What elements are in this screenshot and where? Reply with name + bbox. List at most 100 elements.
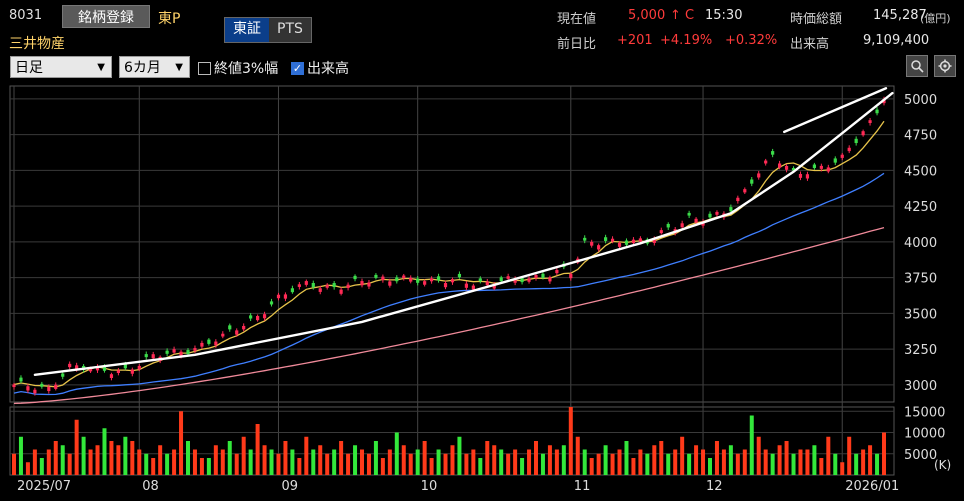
candle-body (116, 370, 120, 373)
volume-bar (297, 458, 302, 475)
volume-bar (255, 424, 260, 475)
chevron-down-icon: ▼ (97, 61, 105, 73)
candle-body (61, 373, 65, 377)
volume-bar (102, 428, 107, 475)
volume-label: 出来高 (790, 37, 830, 52)
candle-body (269, 301, 274, 305)
volume-bar (206, 458, 211, 475)
candle-body (221, 333, 225, 337)
candle-body (875, 109, 879, 114)
candle-body (499, 277, 503, 282)
interval-select[interactable]: 日足 ▼ (10, 56, 112, 78)
volume-bar (784, 441, 789, 475)
candle-body (555, 270, 559, 274)
gear-icon (938, 59, 952, 73)
moving-average-mid (13, 172, 885, 396)
candle-body (757, 173, 761, 178)
candle-body (395, 277, 399, 282)
volume-bar (596, 453, 601, 475)
volume-bar (450, 445, 455, 475)
candle-body (861, 131, 865, 136)
volume-bar (610, 453, 615, 475)
candle-body (75, 365, 79, 370)
volume-bar (144, 453, 149, 475)
volume-bar (360, 449, 364, 475)
x-tick-label: 2026/01 (845, 479, 899, 494)
candle-body (687, 212, 691, 216)
volume-bar (882, 432, 886, 475)
volume-bar (840, 462, 845, 475)
volume-unit-label: (K) (934, 458, 951, 472)
volume-checkbox[interactable]: ✓ 出来高 (291, 61, 349, 77)
volume-bar (791, 453, 796, 475)
change-percent-secondary: +0.32% (725, 33, 778, 48)
volume-bar (12, 453, 16, 475)
volume-tick-label: 15000 (904, 405, 945, 420)
candle-body (353, 275, 357, 280)
candle-body (137, 365, 141, 370)
price-tick-label: 4000 (904, 236, 937, 251)
volume-bar (826, 436, 831, 475)
volume-bar (227, 441, 232, 475)
moving-average-short (13, 120, 885, 388)
chevron-down-icon: ▼ (175, 61, 183, 73)
volume-bar (575, 436, 580, 475)
tab-pts[interactable]: PTS (269, 18, 311, 42)
volume-bar (540, 453, 545, 475)
volume-bar (53, 441, 58, 475)
zoom-button[interactable] (906, 55, 928, 77)
tab-tse[interactable]: 東証 (225, 18, 269, 42)
period-select[interactable]: 6カ月 ▼ (119, 56, 190, 78)
volume-bar (353, 445, 358, 475)
candle-body (374, 274, 378, 278)
x-tick-label: 2025/07 (17, 479, 71, 494)
volume-bar (819, 458, 824, 475)
candle-body (346, 284, 350, 288)
candle-body (464, 283, 468, 288)
volume-bar (763, 449, 768, 475)
volume-bar (861, 449, 866, 475)
candle-body (694, 218, 698, 223)
volume-bar (422, 441, 427, 475)
candle-body (40, 383, 44, 387)
candle-body (847, 147, 851, 152)
candle-body (826, 167, 830, 172)
candle-body (423, 281, 427, 285)
x-tick-label: 11 (574, 479, 591, 494)
candle-body (33, 389, 37, 394)
volume-bar (520, 458, 525, 475)
price-label: 現在値 (557, 12, 597, 27)
candle-body (325, 284, 329, 288)
volume-bar (67, 453, 72, 475)
volume-bar (673, 449, 678, 475)
checkbox-box[interactable] (198, 61, 211, 75)
volume-tick-label: 5000 (904, 448, 937, 463)
volume-bar (116, 445, 121, 475)
register-stock-button[interactable]: 銘柄登録 (62, 5, 150, 28)
candle-body (109, 374, 114, 378)
candle-body (193, 348, 197, 351)
volume-bar (638, 449, 643, 475)
volume-bar (721, 449, 726, 475)
checkbox-box[interactable]: ✓ (291, 61, 304, 75)
volume-bar (60, 445, 65, 475)
candle-body (506, 276, 510, 279)
candle-body (680, 223, 684, 228)
candle-body (367, 282, 371, 287)
volume-bar (179, 411, 184, 475)
candle-body (256, 316, 260, 321)
candle-body (102, 366, 107, 371)
volume-bar (401, 445, 406, 475)
settings-button[interactable] (934, 55, 956, 77)
volume-bar (833, 453, 838, 475)
volume-bar (436, 449, 441, 475)
candle-body (492, 284, 496, 289)
volume-bar (457, 436, 462, 475)
volume-bar (394, 432, 399, 475)
volume-bar (770, 453, 775, 475)
volume-bar (199, 458, 204, 475)
close3-checkbox[interactable]: 終値3%幅 (198, 58, 278, 78)
volume-bar (158, 445, 163, 475)
volume-bar (109, 441, 114, 475)
